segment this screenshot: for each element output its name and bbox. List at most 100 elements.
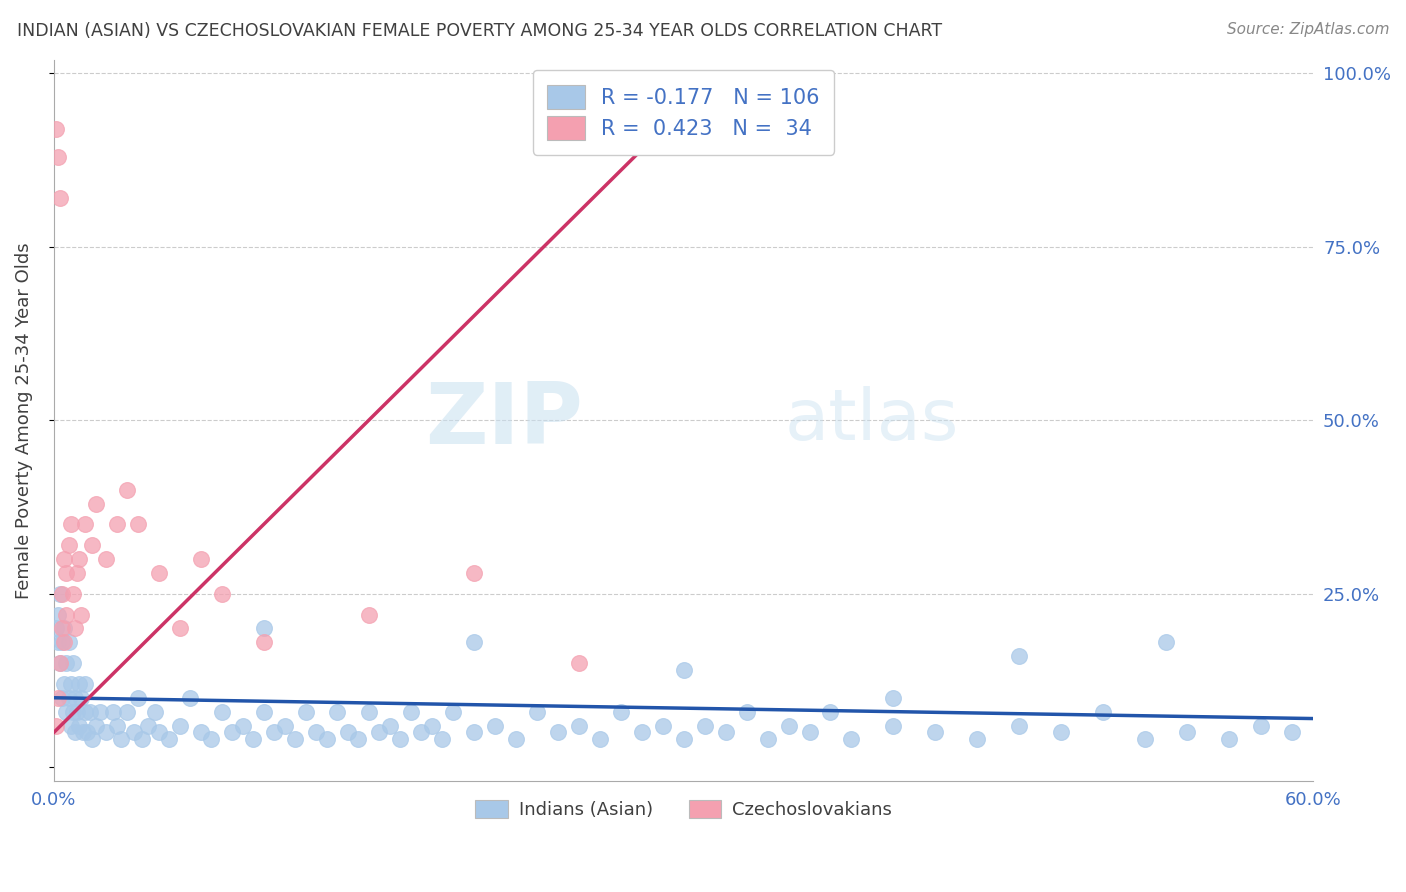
Point [49,191,72,205]
Point [841,732,863,747]
Point [143,705,166,719]
Point [127,690,149,705]
Point [568,656,591,670]
Point [411,725,433,739]
Point [46,607,69,622]
Point [190,725,212,739]
Point [45,122,67,136]
Point [131,732,153,747]
Point [62,705,84,719]
Point [326,705,349,719]
Point [53,635,76,649]
Point [59,718,82,732]
Point [882,690,904,705]
Point [756,732,779,747]
Point [463,635,485,649]
Point [1092,705,1115,719]
Point [211,587,233,601]
Point [62,656,84,670]
Point [651,718,673,732]
Point [315,732,337,747]
Point [53,677,76,691]
Point [463,566,485,580]
Point [169,718,191,732]
Y-axis label: Female Poverty Among 25-34 Year Olds: Female Poverty Among 25-34 Year Olds [15,242,32,599]
Point [588,732,610,747]
Point [58,538,80,552]
Point [63,690,86,705]
Point [49,656,72,670]
Point [122,725,145,739]
Point [274,718,297,732]
Point [1008,649,1031,664]
Point [46,635,69,649]
Point [693,718,716,732]
Point [463,725,485,739]
Point [75,677,97,691]
Point [347,732,370,747]
Point [58,690,80,705]
Point [51,587,73,601]
Point [96,552,118,566]
Point [294,705,316,719]
Point [526,705,548,719]
Point [630,725,652,739]
Point [211,705,233,719]
Point [778,718,800,732]
Point [53,621,76,635]
Point [105,718,128,732]
Point [117,705,139,719]
Point [148,566,170,580]
Point [62,587,84,601]
Point [232,718,254,732]
Point [45,718,67,732]
Point [80,732,103,747]
Point [67,677,90,691]
Point [148,725,170,739]
Point [378,718,401,732]
Text: INDIAN (ASIAN) VS CZECHOSLOVAKIAN FEMALE POVERTY AMONG 25-34 YEAR OLDS CORRELATI: INDIAN (ASIAN) VS CZECHOSLOVAKIAN FEMALE… [17,22,942,40]
Point [882,718,904,732]
Point [45,621,67,635]
Text: atlas: atlas [785,386,959,455]
Point [1250,718,1272,732]
Text: Source: ZipAtlas.com: Source: ZipAtlas.com [1226,22,1389,37]
Point [55,566,77,580]
Point [420,718,443,732]
Point [357,607,380,622]
Point [67,552,90,566]
Point [820,705,842,719]
Point [368,725,391,739]
Point [200,732,222,747]
Point [63,725,86,739]
Point [70,690,93,705]
Point [221,725,243,739]
Point [75,517,97,532]
Point [547,725,569,739]
Point [96,725,118,739]
Point [1218,732,1240,747]
Point [336,725,359,739]
Point [136,718,159,732]
Point [389,732,412,747]
Point [55,705,77,719]
Point [117,483,139,497]
Point [63,621,86,635]
Point [1281,725,1303,739]
Point [51,621,73,635]
Point [49,587,72,601]
Point [46,150,69,164]
Point [84,718,107,732]
Point [66,566,89,580]
Point [80,538,103,552]
Point [568,718,591,732]
Point [484,718,506,732]
Point [672,663,695,677]
Point [51,635,73,649]
Point [190,552,212,566]
Point [84,497,107,511]
Point [305,725,328,739]
Point [157,732,180,747]
Point [76,725,98,739]
Point [101,705,124,719]
